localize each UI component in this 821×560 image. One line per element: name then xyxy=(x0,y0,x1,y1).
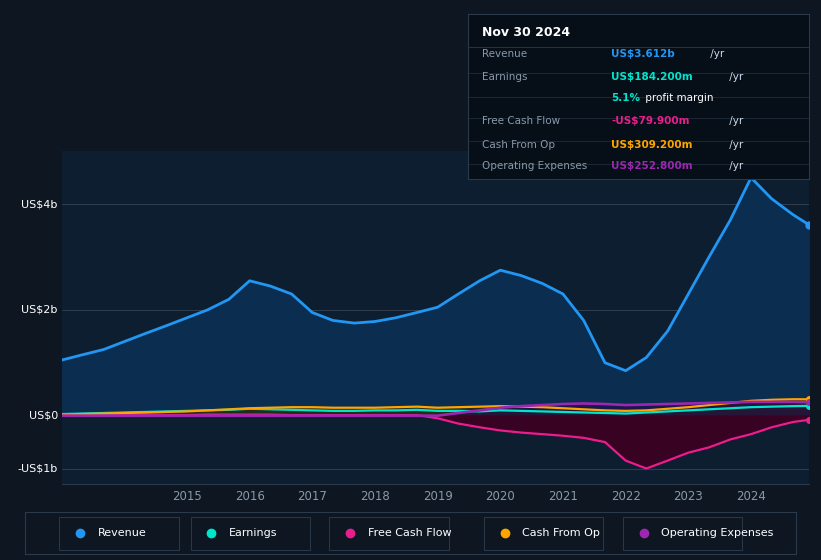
Text: /yr: /yr xyxy=(707,49,724,59)
Text: Cash From Op: Cash From Op xyxy=(522,529,600,538)
Text: Cash From Op: Cash From Op xyxy=(482,139,555,150)
Text: US$252.800m: US$252.800m xyxy=(611,161,693,171)
Text: profit margin: profit margin xyxy=(642,94,713,103)
Text: Revenue: Revenue xyxy=(98,529,147,538)
Text: US$0: US$0 xyxy=(29,410,57,421)
Text: US$2b: US$2b xyxy=(21,305,57,315)
Text: Operating Expenses: Operating Expenses xyxy=(662,529,773,538)
Text: US$184.200m: US$184.200m xyxy=(611,72,693,82)
Text: Nov 30 2024: Nov 30 2024 xyxy=(482,26,570,39)
Text: Revenue: Revenue xyxy=(482,49,527,59)
Text: -US$79.900m: -US$79.900m xyxy=(611,116,690,127)
Text: Earnings: Earnings xyxy=(229,529,277,538)
Text: US$4b: US$4b xyxy=(21,199,57,209)
Text: 5.1%: 5.1% xyxy=(611,94,640,103)
Text: US$3.612b: US$3.612b xyxy=(611,49,675,59)
Text: Free Cash Flow: Free Cash Flow xyxy=(482,116,560,127)
Text: Free Cash Flow: Free Cash Flow xyxy=(368,529,452,538)
Text: -US$1b: -US$1b xyxy=(17,464,57,474)
Text: US$309.200m: US$309.200m xyxy=(611,139,693,150)
Text: /yr: /yr xyxy=(727,139,744,150)
Text: Earnings: Earnings xyxy=(482,72,527,82)
Text: /yr: /yr xyxy=(727,116,744,127)
Text: Operating Expenses: Operating Expenses xyxy=(482,161,587,171)
Text: /yr: /yr xyxy=(727,161,744,171)
Text: /yr: /yr xyxy=(727,72,744,82)
